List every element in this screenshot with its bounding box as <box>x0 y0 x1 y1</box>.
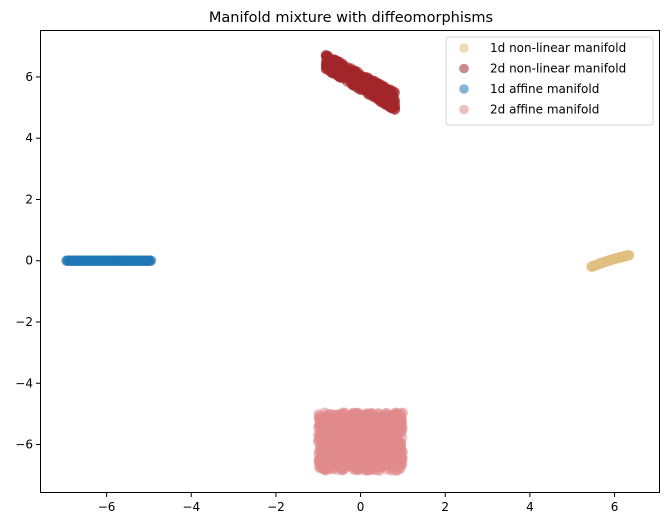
data-point <box>368 428 380 440</box>
data-point <box>389 416 400 427</box>
data-point <box>624 250 635 261</box>
x-tick-label: −6 <box>98 500 116 514</box>
data-point <box>393 425 404 436</box>
series-1 <box>586 250 635 273</box>
legend-label: 2d non-linear manifold <box>490 62 626 76</box>
data-point <box>336 413 347 424</box>
data-point <box>353 433 364 444</box>
x-tick-label: 6 <box>611 500 619 514</box>
data-point <box>314 418 326 429</box>
data-point <box>370 453 381 464</box>
chart-title: Manifold mixture with diffeomorphisms <box>209 10 493 26</box>
y-tick-label: 4 <box>25 131 33 145</box>
data-point <box>336 433 348 444</box>
data-point <box>365 78 376 89</box>
data-point <box>358 458 370 470</box>
series-2 <box>320 49 401 115</box>
data-point <box>356 414 367 426</box>
x-tick-label: 2 <box>441 500 449 514</box>
axes-frame <box>40 30 660 493</box>
data-point <box>371 85 382 96</box>
data-point <box>364 408 376 419</box>
data-point <box>314 411 325 422</box>
data-point <box>337 73 348 84</box>
data-point <box>393 462 405 473</box>
legend-label: 2d affine manifold <box>490 103 599 117</box>
data-point <box>365 464 376 475</box>
data-point <box>356 425 368 436</box>
y-tick-label: 2 <box>25 192 33 206</box>
y-tick-label: −2 <box>15 315 33 329</box>
data-point <box>326 66 337 77</box>
y-tick-label: −4 <box>15 376 33 390</box>
x-tick-label: 4 <box>526 500 534 514</box>
x-axis: −6 −4 −2 0 2 4 6 <box>98 493 619 514</box>
data-point <box>348 423 360 435</box>
y-axis: −6 −4 −2 0 2 4 6 <box>15 70 40 452</box>
legend-marker <box>459 63 469 74</box>
x-tick-label: −2 <box>267 500 285 514</box>
series-4 <box>313 407 409 476</box>
data-point <box>351 464 363 476</box>
x-tick-label: 0 <box>357 500 365 514</box>
y-tick-label: −6 <box>15 438 33 452</box>
legend-label: 1d affine manifold <box>490 82 599 96</box>
plot-area <box>61 49 635 476</box>
y-tick-label: 6 <box>25 70 33 84</box>
legend-label: 1d non-linear manifold <box>490 41 626 55</box>
data-point <box>337 455 349 467</box>
legend-marker <box>459 43 469 53</box>
data-point <box>322 462 333 474</box>
y-tick-label: 0 <box>25 254 33 268</box>
legend-box <box>445 36 654 126</box>
data-point <box>395 452 407 463</box>
data-point <box>364 440 375 451</box>
data-point <box>386 102 398 114</box>
x-tick-label: −4 <box>182 500 200 514</box>
series-3 <box>61 255 157 266</box>
data-point <box>380 408 391 419</box>
legend: 1d non-linear manifold 2d non-linear mani… <box>445 36 654 126</box>
data-point <box>145 255 157 266</box>
legend-marker <box>459 104 469 115</box>
data-point <box>350 66 361 77</box>
data-point <box>327 424 338 436</box>
data-point <box>394 437 406 449</box>
data-point <box>382 436 394 448</box>
data-point <box>390 407 401 419</box>
data-point <box>320 434 332 445</box>
legend-marker <box>459 84 469 94</box>
data-point <box>383 86 395 97</box>
data-point <box>373 440 384 451</box>
